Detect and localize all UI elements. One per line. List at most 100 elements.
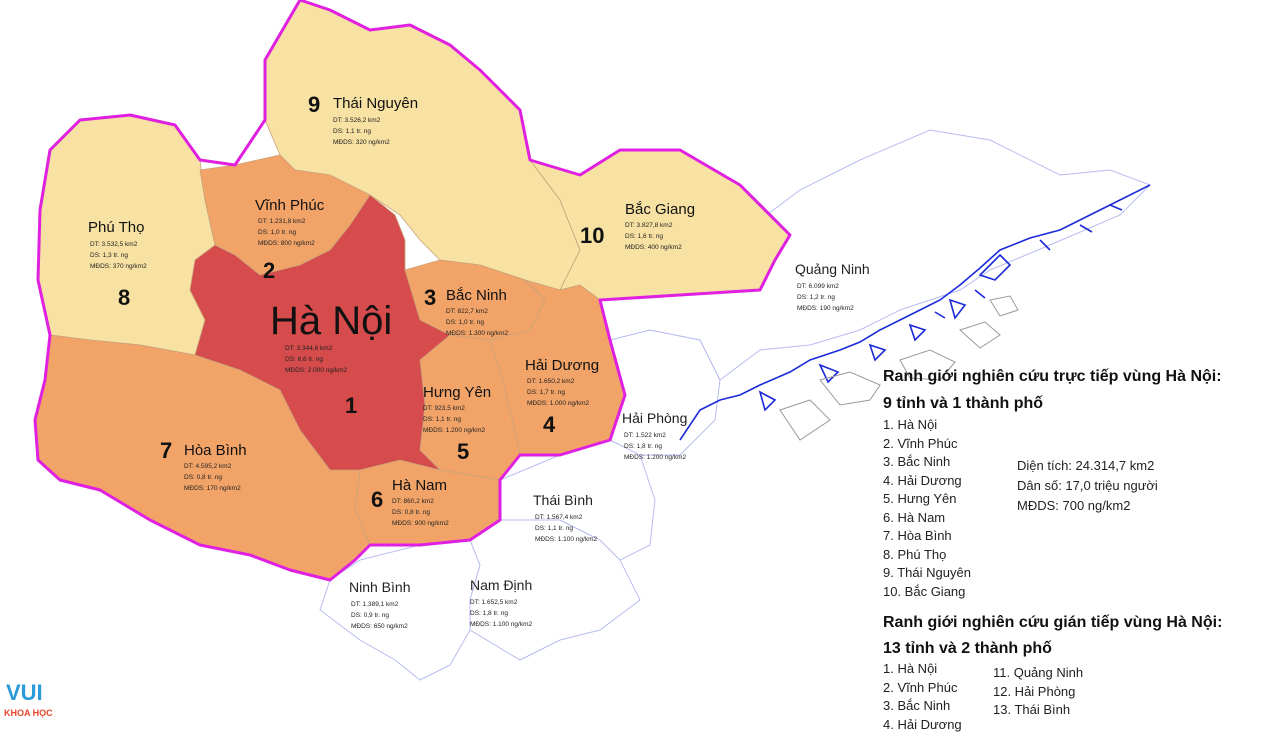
total-area: Diện tích: 24.314,7 km2 (1017, 456, 1158, 476)
total-density: MĐDS: 700 ng/km2 (1017, 496, 1158, 516)
legend-item: 11. Quảng Ninh (993, 664, 1083, 683)
mdds-ha-noi: MĐDS: 2.000 ng/km2 (285, 367, 348, 374)
dt-vinh-phuc: DT: 1.231,8 km2 (258, 218, 306, 225)
mdds-ha-nam: MĐDS: 900 ng/km2 (392, 520, 449, 527)
legend-direct-title: Ranh giới nghiên cứu trực tiếp vùng Hà N… (883, 368, 1222, 386)
legend-item: 5. Hưng Yên (883, 490, 971, 509)
name-thai-nguyen: Thái Nguyên (333, 95, 418, 112)
name-thai-binh: Thái Bình (533, 492, 593, 508)
ds-ha-noi: DS: 6,6 tr. ng (285, 356, 323, 363)
dt-phu-tho: DT: 3.532,5 km2 (90, 241, 138, 248)
mdds-bac-ninh: MĐDS: 1.300 ng/km2 (446, 330, 509, 337)
number-phu-tho: 8 (118, 285, 130, 310)
legend-item: 6. Hà Nam (883, 509, 971, 528)
name-bac-ninh: Bắc Ninh (446, 287, 507, 304)
legend-item: 9. Thái Nguyên (883, 564, 971, 583)
number-bac-giang: 10 (580, 223, 604, 248)
mdds-vinh-phuc: MĐDS: 800 ng/km2 (258, 240, 315, 247)
legend-item: 10. Bắc Giang (883, 583, 971, 602)
dt-nam-dinh: DT: 1.652,5 km2 (470, 599, 518, 606)
legend-direct-subtitle: 9 tỉnh và 1 thành phố (883, 395, 1043, 413)
dt-hai-duong: DT: 1.650,2 km2 (527, 378, 575, 385)
ds-bac-ninh: DS: 1,0 tr. ng (446, 319, 484, 326)
legend-indirect-subtitle: 13 tỉnh và 2 thành phố (883, 640, 1052, 658)
dt-bac-ninh: DT: 822,7 km2 (446, 308, 488, 315)
legend-item: 7. Hòa Bình (883, 527, 971, 546)
mdds-quang-ninh: MĐDS: 190 ng/km2 (797, 305, 854, 312)
legend-totals: Diện tích: 24.314,7 km2 Dân số: 17,0 tri… (1017, 456, 1158, 516)
dt-thai-binh: DT: 1.567,4 km2 (535, 514, 583, 521)
number-vinh-phuc: 2 (263, 258, 275, 283)
dt-quang-ninh: DT: 6.099 km2 (797, 283, 839, 290)
name-ha-noi: Hà Nội (270, 299, 392, 343)
dt-ninh-binh: DT: 1.389,1 km2 (351, 601, 399, 608)
total-population: Dân số: 17,0 triệu người (1017, 476, 1158, 496)
ds-nam-dinh: DS: 1,8 tr. ng (470, 610, 508, 617)
name-ninh-binh: Ninh Bình (349, 579, 410, 595)
mdds-hai-phong: MĐDS: 1.200 ng/km2 (624, 454, 687, 461)
brand-logo-text: VUI (6, 680, 43, 705)
ds-hung-yen: DS: 1,1 tr. ng (423, 416, 461, 423)
legend-item: 4. Hải Dương (883, 472, 971, 491)
number-hai-duong: 4 (543, 412, 556, 437)
number-ha-noi: 1 (345, 393, 357, 418)
ds-hai-duong: DS: 1,7 tr. ng (527, 389, 565, 396)
name-vinh-phuc: Vĩnh Phúc (255, 197, 325, 214)
mdds-nam-dinh: MĐDS: 1.100 ng/km2 (470, 621, 533, 628)
legend-item: 8. Phú Thọ (883, 546, 971, 565)
dt-ha-noi: DT: 3.344,6 km2 (285, 345, 333, 352)
name-hung-yen: Hưng Yên (423, 384, 491, 401)
dt-hung-yen: DT: 923,5 km2 (423, 405, 465, 412)
brand-logo: VUI KHOA HỌC (2, 674, 72, 720)
name-quang-ninh: Quảng Ninh (795, 261, 870, 277)
legend-item: 13. Thái Bình (993, 701, 1083, 720)
ds-vinh-phuc: DS: 1,0 tr. ng (258, 229, 296, 236)
legend-item: 2. Vĩnh Phúc (883, 679, 962, 698)
name-ha-nam: Hà Nam (392, 477, 447, 494)
number-bac-ninh: 3 (424, 285, 436, 310)
mdds-hung-yen: MĐDS: 1.200 ng/km2 (423, 427, 486, 434)
name-hoa-binh: Hòa Bình (184, 442, 247, 459)
legend-item: 3. Bắc Ninh (883, 453, 971, 472)
dt-thai-nguyen: DT: 3.526,2 km2 (333, 117, 381, 124)
name-phu-tho: Phú Thọ (88, 219, 144, 236)
dt-hai-phong: DT: 1.522 km2 (624, 432, 666, 439)
legend-item: 3. Bắc Ninh (883, 697, 962, 716)
ds-thai-binh: DS: 1,1 tr. ng (535, 525, 573, 532)
ds-hoa-binh: DS: 0,8 tr. ng (184, 474, 222, 481)
name-hai-duong: Hải Dương (525, 357, 599, 374)
mdds-hai-duong: MĐDS: 1.000 ng/km2 (527, 400, 590, 407)
legend-item: 1. Hà Nội (883, 660, 962, 679)
dt-hoa-binh: DT: 4.595,2 km2 (184, 463, 232, 470)
number-hoa-binh: 7 (160, 438, 172, 463)
ds-ninh-binh: DS: 0,9 tr. ng (351, 612, 389, 619)
number-hung-yen: 5 (457, 439, 469, 464)
legend-indirect-title: Ranh giới nghiên cứu gián tiếp vùng Hà N… (883, 614, 1222, 632)
ds-bac-giang: DS: 1,6 tr. ng (625, 233, 663, 240)
name-nam-dinh: Nam Định (470, 577, 532, 593)
ds-thai-nguyen: DS: 1,1 tr. ng (333, 128, 371, 135)
ds-phu-tho: DS: 1,3 tr. ng (90, 252, 128, 259)
legend-item: 12. Hải Phòng (993, 683, 1083, 702)
dt-ha-nam: DT: 860,2 km2 (392, 498, 434, 505)
number-ha-nam: 6 (371, 487, 383, 512)
brand-logo-subtext: KHOA HỌC (4, 708, 53, 718)
ds-ha-nam: DS: 0,8 tr. ng (392, 509, 430, 516)
mdds-thai-nguyen: MĐDS: 320 ng/km2 (333, 139, 390, 146)
ds-hai-phong: DS: 1,8 tr. ng (624, 443, 662, 450)
mdds-hoa-binh: MĐDS: 170 ng/km2 (184, 485, 241, 492)
mdds-bac-giang: MĐDS: 400 ng/km2 (625, 244, 682, 251)
legend-item: 4. Hải Dương (883, 716, 962, 734)
ds-quang-ninh: DS: 1,2 tr. ng (797, 294, 835, 301)
mdds-thai-binh: MĐDS: 1.100 ng/km2 (535, 536, 598, 543)
dt-bac-giang: DT: 3.827,8 km2 (625, 222, 673, 229)
mdds-phu-tho: MĐDS: 370 ng/km2 (90, 263, 147, 270)
name-hai-phong: Hải Phòng (622, 410, 687, 426)
legend-item: 2. Vĩnh Phúc (883, 435, 971, 454)
mdds-ninh-binh: MĐDS: 650 ng/km2 (351, 623, 408, 630)
name-bac-giang: Bắc Giang (625, 201, 695, 218)
